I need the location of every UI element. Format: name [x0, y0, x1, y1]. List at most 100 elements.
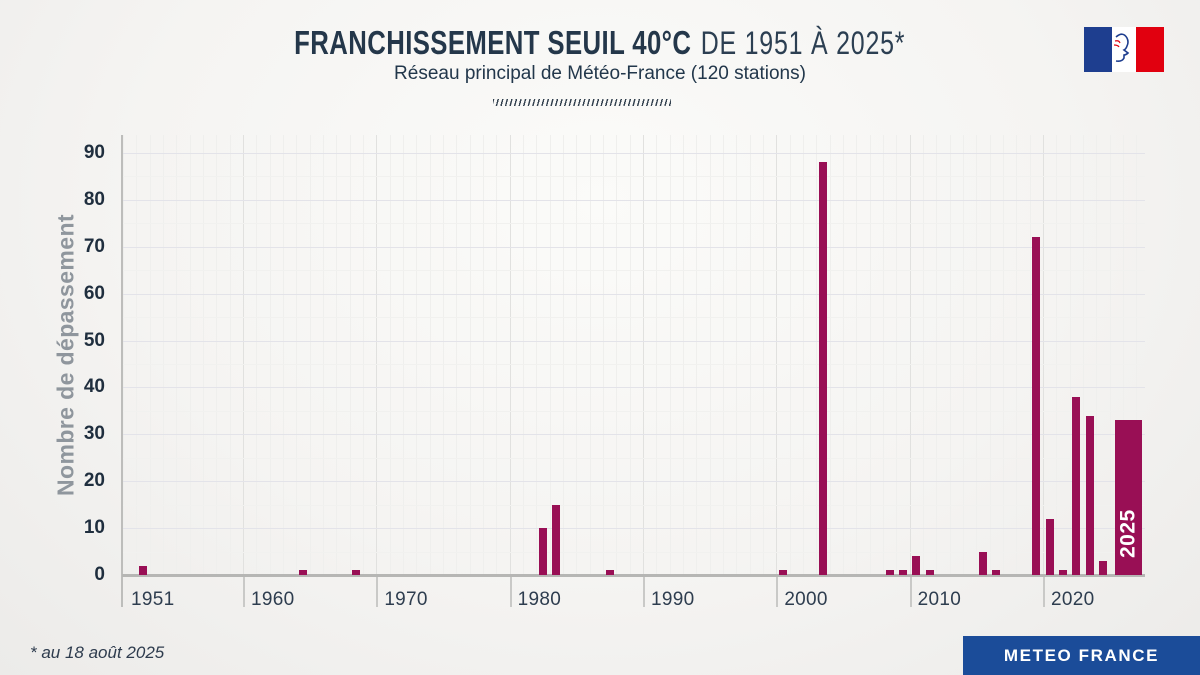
bar-2021 — [1058, 570, 1067, 575]
x-tick-label-2000: 2000 — [784, 589, 828, 610]
gridline-year — [802, 135, 804, 575]
gridline-year — [1109, 135, 1111, 575]
gridline-year — [842, 135, 844, 575]
y-tick-label-80: 80 — [83, 188, 105, 210]
bar-2008 — [885, 570, 894, 575]
gridline-year — [789, 135, 791, 575]
gridline-year — [123, 135, 124, 575]
title-main: FRANCHISSEMENT SEUIL 40°C — [294, 24, 692, 61]
gridline-year — [762, 135, 764, 575]
bar-2011 — [925, 570, 934, 575]
x-tick-2020 — [1042, 575, 1045, 607]
subtitle: Réseau principal de Météo-France (120 st… — [394, 63, 806, 84]
gridline-year — [882, 135, 884, 575]
gridline-year — [549, 135, 551, 575]
gridline-value-30 — [122, 434, 1145, 436]
gridline-year — [482, 135, 484, 575]
gridline-decade — [909, 135, 911, 575]
x-tick-label-1960: 1960 — [250, 589, 295, 610]
gridline-year — [962, 135, 964, 575]
gridline-year — [402, 135, 404, 575]
gridline-decade — [1042, 135, 1044, 575]
gridline-year — [922, 135, 924, 575]
gridline-year — [736, 135, 738, 575]
x-tick-2010 — [909, 575, 912, 607]
gridline-year — [709, 135, 711, 575]
gridline-year — [429, 135, 431, 575]
gridline-minor — [122, 317, 1145, 319]
gridline-value-70 — [122, 246, 1145, 248]
gridline-year — [309, 135, 311, 575]
gridline-year — [522, 135, 524, 575]
gridline-value-40 — [122, 387, 1145, 389]
x-tick-label-1990: 1990 — [650, 589, 695, 610]
gridline-year — [416, 135, 418, 575]
gridline-value-50 — [122, 340, 1145, 342]
gridline-year — [536, 135, 538, 575]
gridline-year — [176, 135, 178, 575]
x-tick-2000 — [776, 575, 779, 607]
bar-1968 — [352, 570, 361, 575]
x-axis-line — [122, 574, 1145, 577]
bar-2000 — [778, 570, 787, 575]
gridline-year — [336, 135, 338, 575]
gridline-year — [189, 135, 191, 575]
y-tick-label-0: 0 — [94, 564, 105, 585]
gridline-year — [1082, 135, 1084, 575]
x-tick-1970 — [376, 575, 379, 607]
gridline-decade — [242, 135, 244, 575]
gridline-year — [856, 135, 858, 575]
gridline-year — [869, 135, 871, 575]
x-tick-label-1970: 1970 — [384, 589, 428, 610]
gridline-value-60 — [122, 293, 1145, 295]
gridline-year — [229, 135, 231, 575]
bar-2003 — [818, 162, 827, 575]
x-tick-label-1951: 1951 — [131, 589, 175, 610]
gridline-year — [696, 135, 698, 575]
y-tick-label-60: 60 — [83, 282, 105, 304]
x-tick-1980 — [509, 575, 512, 607]
bar-2019 — [1032, 237, 1041, 575]
gridline-year — [456, 135, 458, 575]
republique-francaise-logo — [1084, 27, 1164, 72]
gridline-year — [136, 135, 138, 575]
gridline-year — [616, 135, 618, 575]
gridline-year — [1096, 135, 1098, 575]
y-tick-label-20: 20 — [83, 470, 105, 492]
gridline-minor — [122, 364, 1145, 365]
gridline-year — [976, 135, 978, 575]
y-tick-label-90: 90 — [83, 142, 105, 163]
gridline-year — [282, 135, 284, 575]
gridline-minor — [122, 270, 1145, 272]
gridline-year — [1016, 135, 1018, 575]
gridline-year — [469, 135, 471, 575]
x-tick-label-1980: 1980 — [517, 589, 562, 610]
bar-2010 — [912, 556, 921, 575]
gridline-year — [656, 135, 658, 575]
gridline-value-90 — [122, 153, 1145, 154]
gridline-decade — [376, 135, 378, 575]
gridline-decade — [776, 135, 778, 575]
bar-2015 — [978, 551, 987, 575]
gridline-year — [149, 135, 151, 575]
gridline-minor — [122, 551, 1145, 553]
y-tick-label-40: 40 — [83, 376, 105, 398]
bar-1987 — [605, 570, 614, 575]
logo-red-band — [1136, 27, 1164, 72]
gridline-year — [589, 135, 591, 575]
meteo-france-brand-label: METEO FRANCE — [1003, 645, 1160, 665]
gridline-year — [1136, 135, 1138, 575]
gridline-minor — [122, 410, 1145, 412]
gridline-year — [256, 135, 258, 575]
bar-2024 — [1098, 560, 1107, 575]
y-tick-label-10: 10 — [83, 517, 105, 539]
bar-2009 — [898, 570, 907, 575]
gridline-value-80 — [122, 199, 1145, 201]
bar-1982 — [538, 528, 547, 575]
y-tick-label-70: 70 — [83, 235, 105, 257]
gridline-decade — [642, 135, 644, 575]
gridline-minor — [122, 176, 1145, 178]
gridline-year — [442, 135, 444, 575]
logo-blue-band — [1084, 27, 1112, 72]
